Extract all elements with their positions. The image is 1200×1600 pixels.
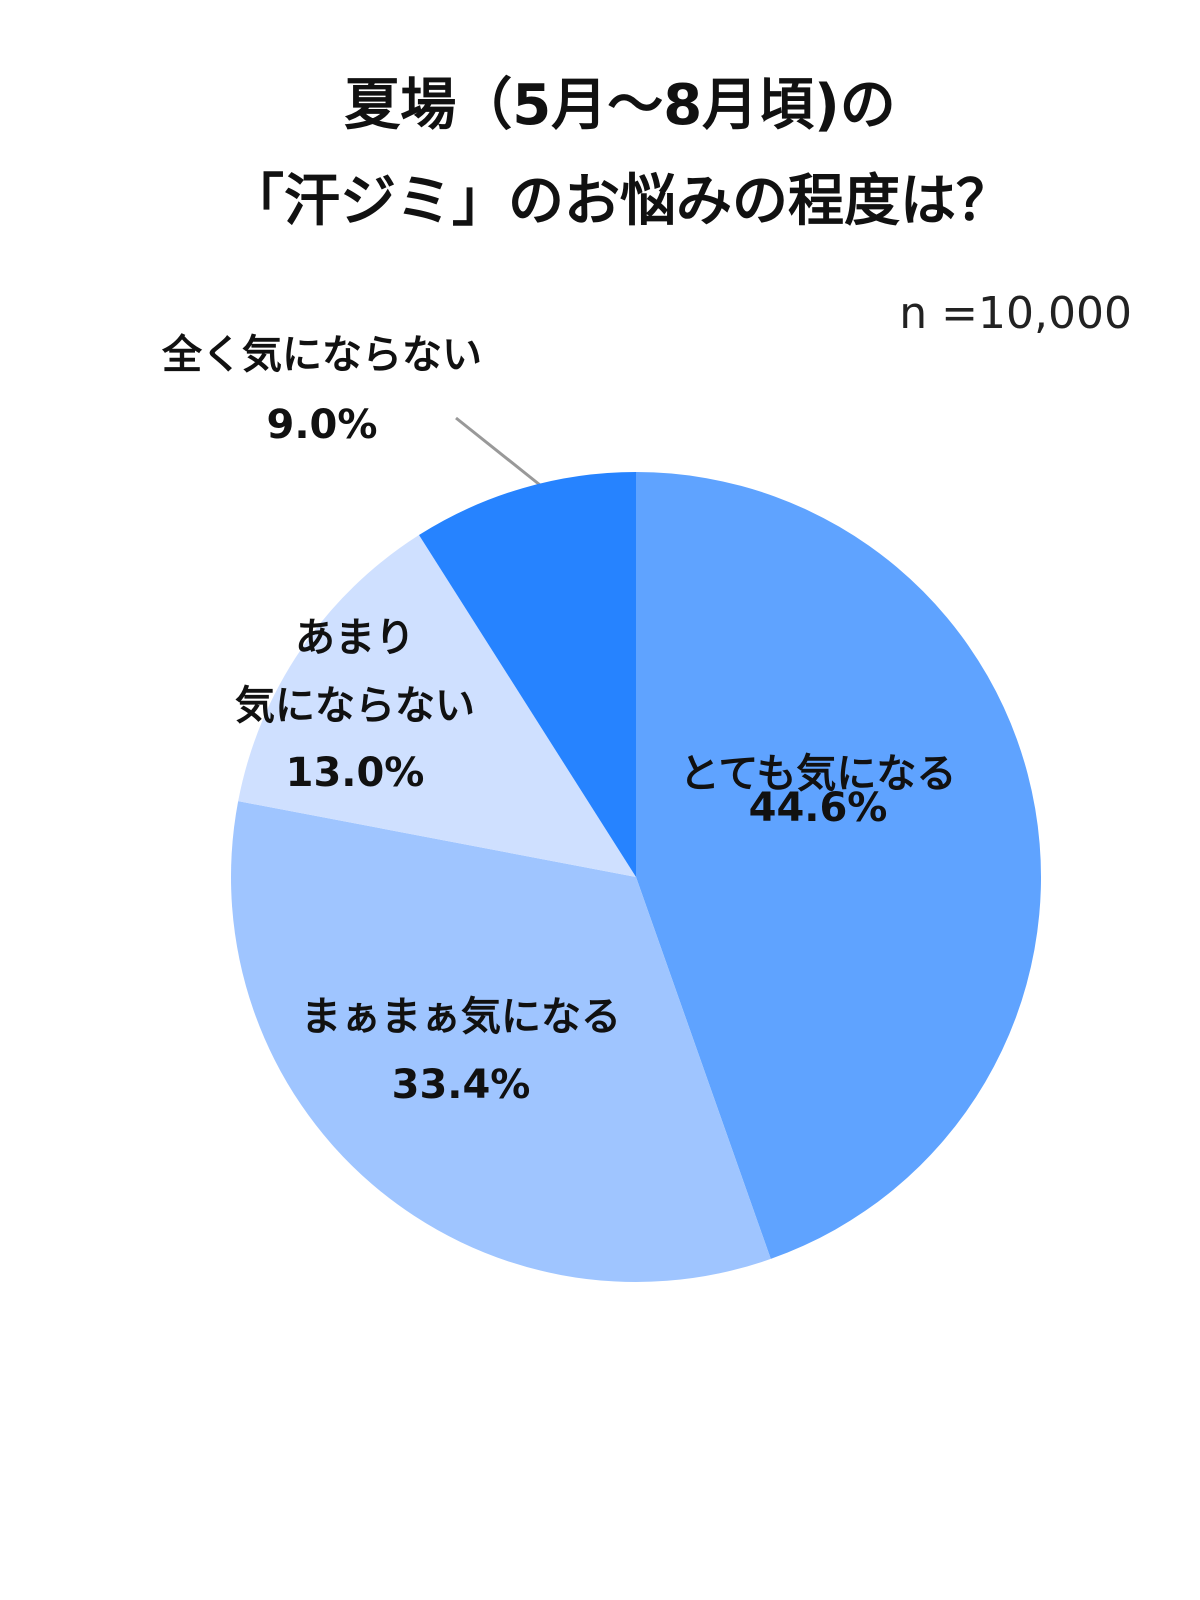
- chart-title: 夏場（5月〜8月頃)の 「汗ジミ」のお悩みの程度は？: [228, 73, 1012, 234]
- slice-label: あまり 気にならない: [235, 615, 475, 729]
- pie-slice: [636, 472, 1042, 1259]
- slice-label: まぁまぁ気になる: [301, 994, 621, 1040]
- pie-slice: [418, 472, 636, 877]
- sample-size: n =10,000: [899, 288, 1132, 339]
- leader-line: [455, 416, 541, 487]
- pie-slice: [231, 801, 771, 1283]
- slice-label: とても気になる: [679, 751, 957, 797]
- slice-label: 全く気にならない: [162, 332, 482, 378]
- value-label: 13.0%: [285, 750, 425, 796]
- value-label: 33.4%: [391, 1062, 531, 1108]
- pie-slice: [238, 535, 637, 877]
- value-label: 9.0%: [266, 402, 378, 448]
- value-label: 44.6%: [748, 785, 888, 831]
